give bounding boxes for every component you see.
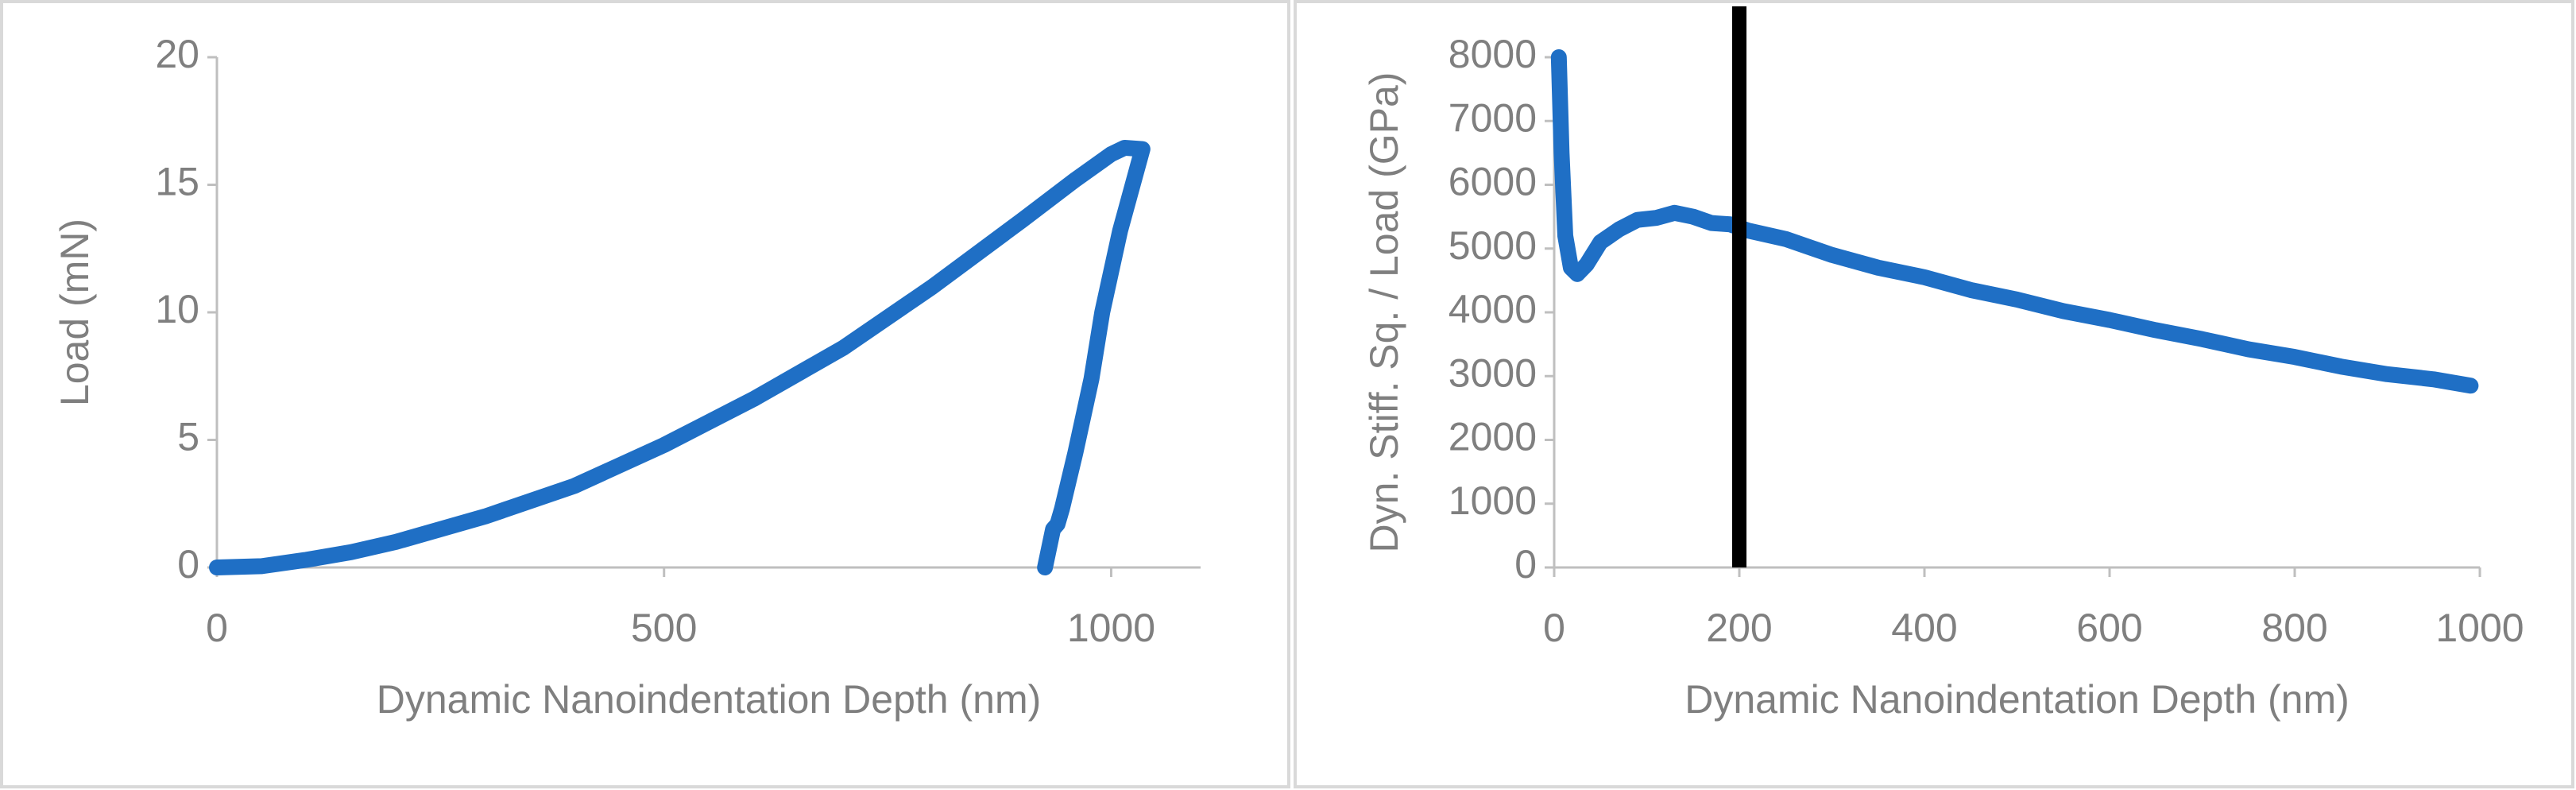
y-tick-label: 8000	[1449, 32, 1537, 76]
data-line	[209, 139, 1151, 575]
x-tick-label: 0	[206, 606, 228, 650]
y-tick-label: 5	[177, 415, 199, 459]
x-tick-label: 1000	[2435, 606, 2524, 650]
y-axis-title: Load (mN)	[52, 219, 97, 406]
y-tick-label: 0	[177, 542, 199, 587]
x-tick-label: 1000	[1067, 606, 1155, 650]
y-tick-label: 1000	[1449, 478, 1537, 523]
x-axis-title: Dynamic Nanoindentation Depth (nm)	[1684, 677, 2350, 722]
x-tick-label: 500	[631, 606, 697, 650]
y-tick-label: 0	[1514, 542, 1537, 587]
x-tick-label: 200	[1706, 606, 1772, 650]
y-tick-label: 15	[155, 160, 199, 204]
y-tick-label: 6000	[1449, 160, 1537, 204]
y-tick-label: 5000	[1449, 223, 1537, 268]
y-axis-title: Dyn. Stiff. Sq. / Load (GPa)	[1362, 72, 1406, 553]
y-tick-label: 3000	[1449, 350, 1537, 395]
x-tick-label: 0	[1543, 606, 1565, 650]
y-tick-label: 7000	[1449, 95, 1537, 140]
y-tick-label: 10	[155, 287, 199, 331]
x-tick-label: 600	[2076, 606, 2142, 650]
panel-border	[1294, 0, 2574, 788]
y-tick-label: 20	[155, 32, 199, 76]
y-tick-label: 2000	[1449, 415, 1537, 459]
data-line	[1550, 49, 2479, 394]
x-tick-label: 400	[1891, 606, 1957, 650]
y-tick-label: 4000	[1449, 287, 1537, 331]
panel-border	[0, 0, 1290, 788]
x-axis-title: Dynamic Nanoindentation Depth (nm)	[377, 677, 1042, 722]
x-tick-label: 800	[2261, 606, 2327, 650]
